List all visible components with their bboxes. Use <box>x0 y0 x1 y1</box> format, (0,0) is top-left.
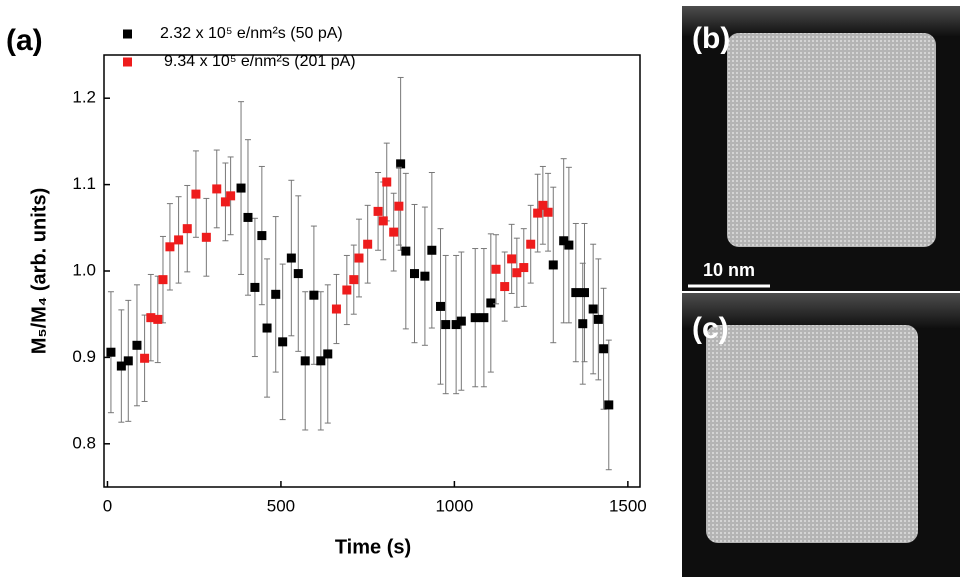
point <box>396 159 406 169</box>
x-axis-label: Time (s) <box>335 536 411 558</box>
point <box>262 323 272 333</box>
point <box>182 224 192 234</box>
point <box>409 269 419 279</box>
scale-bar-label: 10 nm <box>703 260 755 280</box>
point <box>456 316 466 326</box>
point <box>278 337 288 347</box>
point <box>123 356 133 366</box>
y-tick-label: 0.9 <box>72 347 96 366</box>
point <box>271 289 281 299</box>
point <box>599 344 609 354</box>
point <box>257 231 267 241</box>
y-axis-label: M₅/M₄ (arb. units) <box>28 188 50 354</box>
point <box>158 275 168 285</box>
point <box>323 349 333 359</box>
legend-label: 9.34 x 10⁵ e/nm²s (201 pA) <box>164 53 356 70</box>
point <box>420 271 430 281</box>
point <box>146 313 156 323</box>
x-tick-label: 0 <box>103 496 112 515</box>
point <box>293 269 303 279</box>
point <box>559 236 569 246</box>
point <box>526 239 536 249</box>
point <box>500 282 510 292</box>
point <box>378 216 388 226</box>
x-tick-label: 1500 <box>609 496 647 515</box>
point <box>441 320 451 330</box>
point <box>316 356 326 366</box>
point <box>349 275 359 285</box>
point <box>226 191 236 201</box>
point <box>578 319 588 329</box>
point <box>491 264 501 274</box>
x-tick-label: 1000 <box>435 496 473 515</box>
plot-frame <box>103 54 641 488</box>
point <box>507 254 517 264</box>
point <box>201 232 211 242</box>
point <box>300 356 310 366</box>
point <box>451 320 461 330</box>
point <box>191 189 201 199</box>
point <box>436 301 446 311</box>
panel-label: (a) <box>6 24 43 57</box>
point <box>579 288 589 298</box>
y-tick-label: 1.1 <box>72 174 96 193</box>
point <box>604 400 614 410</box>
point <box>220 197 230 207</box>
point <box>132 340 142 350</box>
point <box>373 206 383 216</box>
x-tick-label: 500 <box>267 496 295 515</box>
point <box>571 288 581 298</box>
point <box>538 200 548 210</box>
point <box>548 260 558 270</box>
point <box>512 268 522 278</box>
point <box>243 212 253 222</box>
point <box>250 282 260 292</box>
point <box>519 263 529 273</box>
point <box>533 208 543 218</box>
point <box>486 298 496 308</box>
point <box>174 235 184 245</box>
point <box>394 201 404 211</box>
image-b <box>682 6 960 291</box>
point <box>543 207 553 217</box>
point <box>593 314 603 324</box>
point <box>470 313 480 323</box>
image-c <box>682 293 960 577</box>
legend-label: 2.32 x 10⁵ e/nm²s (50 pA) <box>160 25 343 42</box>
point <box>286 253 296 263</box>
point <box>382 177 392 187</box>
point <box>331 304 341 314</box>
y-tick-label: 1.2 <box>72 88 96 107</box>
point <box>363 239 373 249</box>
point <box>427 245 437 255</box>
point <box>588 304 598 314</box>
point <box>401 246 411 256</box>
point <box>153 314 163 324</box>
point <box>342 285 352 295</box>
legend-swatch <box>123 29 132 39</box>
point <box>116 361 126 371</box>
legend-swatch <box>123 57 132 67</box>
y-tick-label: 0.8 <box>72 433 96 452</box>
point <box>236 183 246 193</box>
point <box>309 290 319 300</box>
point <box>354 253 364 263</box>
panel-label: (b) <box>692 22 730 55</box>
panel-label: (c) <box>692 312 729 345</box>
y-tick-label: 1.0 <box>72 260 96 279</box>
point <box>479 313 489 323</box>
point <box>165 242 175 252</box>
point <box>564 240 574 250</box>
point <box>212 184 222 194</box>
point <box>106 347 116 357</box>
point <box>389 227 399 237</box>
point <box>140 353 150 363</box>
